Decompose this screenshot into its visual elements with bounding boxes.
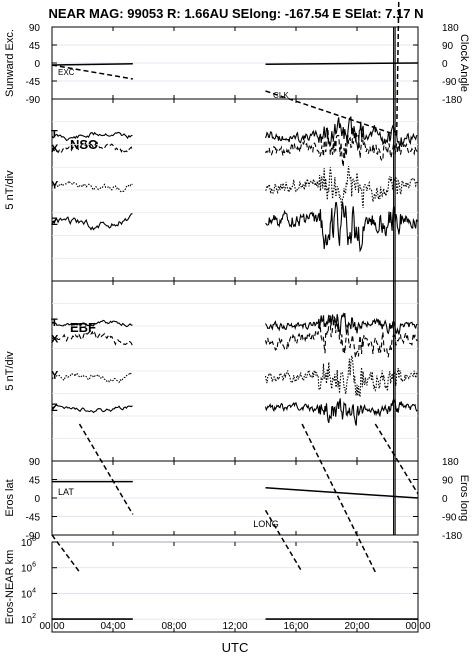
y-right-tick-label: 180 — [442, 23, 459, 34]
y-tick-exponent: 2 — [32, 613, 36, 620]
x-tick-label: 04:00 — [100, 621, 125, 632]
trace-z — [51, 213, 133, 231]
y-tick-label: 90 — [29, 23, 41, 34]
annotation-clk: CLK — [273, 91, 289, 100]
trace-t — [265, 312, 418, 336]
x-axis-label: UTC — [222, 640, 249, 655]
trace-z — [264, 397, 418, 426]
trace-label-z: Z — [51, 216, 58, 228]
y-tick-label: -90 — [26, 531, 41, 542]
y-right-tick-label: -90 — [442, 513, 457, 524]
panel-label-ebf: EBF — [70, 320, 96, 335]
y-tick-label: 45 — [29, 476, 41, 487]
y-tick-label: 45 — [29, 41, 41, 52]
trace-z — [51, 404, 133, 414]
series-exc — [265, 62, 419, 65]
y-axis-label: Sunward Exc. — [4, 29, 16, 97]
data-layer — [51, 0, 419, 620]
x-tick-label: 12:00 — [222, 621, 247, 632]
y-right-axis-label: Eros long — [458, 475, 470, 521]
y-tick-label: 104 — [21, 587, 36, 600]
y-tick-label: 0 — [34, 59, 40, 70]
y-right-tick-label: 180 — [442, 457, 459, 468]
y-tick-label: -45 — [26, 77, 41, 88]
series-long — [374, 423, 419, 495]
y-right-tick-label: 90 — [442, 476, 454, 487]
y-tick-exponent: 6 — [32, 562, 36, 569]
y-axis-label: Eros-NEAR km — [4, 550, 16, 625]
trace-x — [51, 330, 134, 347]
series-long — [78, 423, 134, 515]
trace-label-x: X — [51, 143, 59, 155]
x-tick-label: 00:00 — [39, 621, 64, 632]
trace-y — [51, 179, 133, 193]
y-tick-label: 0 — [34, 494, 40, 505]
y-right-axis-label: Clock Angle — [458, 34, 470, 92]
y-tick-label: 90 — [29, 457, 41, 468]
trace-label-x: X — [51, 334, 59, 346]
series-long — [51, 534, 81, 573]
trace-y — [265, 165, 418, 210]
trace-label-t: T — [51, 317, 58, 329]
series-clk — [395, 0, 400, 136]
x-tick-label: 16:00 — [283, 621, 308, 632]
y-tick-label: 102 — [21, 613, 36, 626]
trace-label-y: Y — [51, 179, 59, 191]
trace-t — [264, 116, 418, 152]
y-right-tick-label: 0 — [442, 494, 448, 505]
y-right-tick-label: -180 — [442, 95, 462, 106]
annotation-long: LONG — [253, 519, 279, 529]
series-lat — [265, 486, 419, 499]
trace-z — [265, 201, 418, 253]
trace-label-t: T — [51, 128, 58, 140]
trace-x — [51, 141, 134, 154]
ylabel-ebf: 5 nT/div — [4, 351, 16, 391]
y-right-tick-label: -90 — [442, 77, 457, 88]
annotation-lat: LAT — [58, 487, 74, 497]
trace-label-z: Z — [51, 402, 58, 414]
axis-layer: 00:00 04:00 08:00 12:00 16:00 20:00 00:00 90 45 0… — [4, 23, 470, 632]
trace-x — [265, 130, 418, 167]
y-tick-label: 106 — [21, 562, 36, 575]
y-tick-label: 108 — [21, 536, 36, 549]
trace-y — [264, 355, 418, 398]
y-tick-label: -45 — [26, 513, 41, 524]
trace-t — [51, 131, 133, 142]
ylabel-nso: 5 nT/div — [4, 170, 16, 210]
series-long — [301, 423, 376, 573]
y-right-tick-label: -180 — [442, 531, 462, 542]
x-tick-label: 20:00 — [344, 621, 369, 632]
series-long — [264, 509, 303, 573]
trace-label-y: Y — [51, 369, 59, 381]
y-right-tick-label: 0 — [442, 59, 448, 70]
y-tick-exponent: 8 — [32, 536, 36, 543]
y-axis-label: Eros lat — [4, 479, 16, 516]
y-tick-exponent: 4 — [32, 587, 36, 594]
trace-t — [51, 319, 133, 328]
x-tick-label: 08:00 — [161, 621, 186, 632]
y-right-tick-label: 90 — [442, 41, 454, 52]
trace-x — [264, 316, 418, 358]
y-tick-label: -90 — [26, 95, 41, 106]
figure-title: NEAR MAG: 99053 R: 1.66AU SElong: -167.5… — [49, 6, 424, 21]
annotation-exc: EXC — [58, 68, 75, 77]
x-tick-label: 00:00 — [405, 621, 430, 632]
series-clk — [51, 64, 133, 80]
trace-y — [51, 371, 133, 384]
series-exc — [51, 63, 133, 66]
